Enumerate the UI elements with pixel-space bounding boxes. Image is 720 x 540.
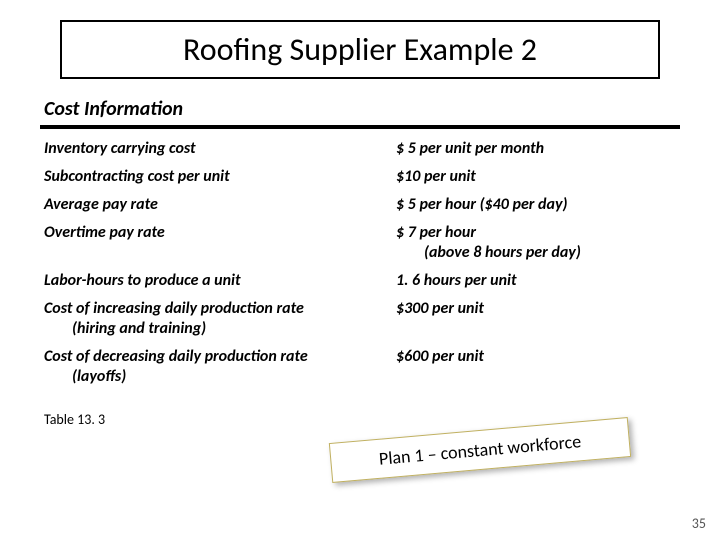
cost-label: Cost of increasing daily production rate… (40, 295, 392, 343)
cost-value: $300 per unit (392, 295, 680, 343)
cost-value: $600 per unit (392, 343, 680, 391)
cost-value-main: $ 7 per hour (396, 223, 476, 242)
table-row: Inventory carrying cost $ 5 per unit per… (40, 135, 680, 163)
cost-label-extra: (layoffs) (44, 367, 126, 387)
cost-value: 1. 6 hours per unit (392, 267, 680, 295)
cost-label-main: Cost of increasing daily production rate (44, 299, 304, 318)
cost-label-extra: (hiring and training) (44, 319, 206, 339)
divider (40, 125, 680, 129)
table-row: Cost of decreasing daily production rate… (40, 343, 680, 391)
table-row: Subcontracting cost per unit $10 per uni… (40, 163, 680, 191)
cost-value: $ 7 per hour (above 8 hours per day) (392, 219, 680, 267)
cost-label: Overtime pay rate (40, 219, 392, 267)
page-title: Roofing Supplier Example 2 (82, 30, 638, 69)
cost-value: $ 5 per hour ($40 per day) (392, 191, 680, 219)
table-row: Average pay rate $ 5 per hour ($40 per d… (40, 191, 680, 219)
cost-label: Labor-hours to produce a unit (40, 267, 392, 295)
cost-label: Inventory carrying cost (40, 135, 392, 163)
cost-label: Subcontracting cost per unit (40, 163, 392, 191)
title-box: Roofing Supplier Example 2 (60, 20, 660, 79)
cost-label-main: Cost of decreasing daily production rate (44, 347, 308, 366)
cost-value: $ 5 per unit per month (392, 135, 680, 163)
cost-label: Average pay rate (40, 191, 392, 219)
cost-value-extra: (above 8 hours per day) (396, 243, 581, 263)
cost-table: Inventory carrying cost $ 5 per unit per… (40, 135, 680, 391)
slide: Roofing Supplier Example 2 Cost Informat… (0, 0, 720, 540)
page-number: 35 (692, 515, 706, 532)
table-row: Overtime pay rate $ 7 per hour (above 8 … (40, 219, 680, 267)
table-row: Cost of increasing daily production rate… (40, 295, 680, 343)
cost-label: Cost of decreasing daily production rate… (40, 343, 392, 391)
cost-value: $10 per unit (392, 163, 680, 191)
section-subtitle: Cost Information (40, 97, 680, 121)
table-row: Labor-hours to produce a unit 1. 6 hours… (40, 267, 680, 295)
